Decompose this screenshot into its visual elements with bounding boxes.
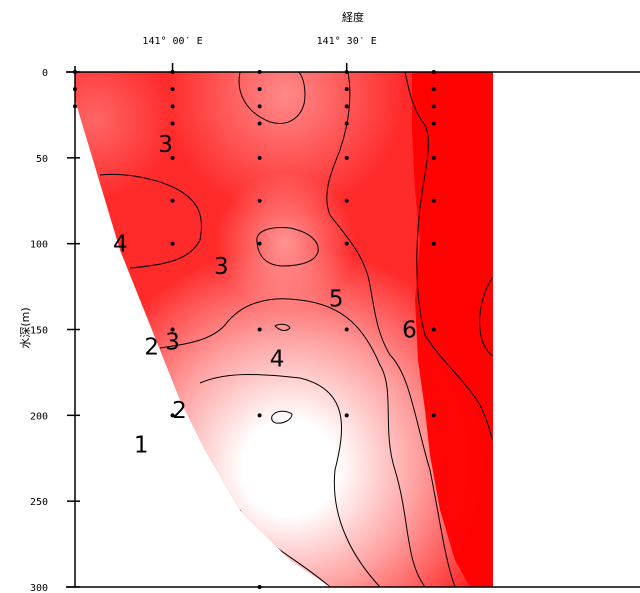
contour-line [326,72,456,587]
contour-line [199,374,381,587]
value-field [75,72,493,587]
y-tick-label: 150 [30,326,48,337]
contour-label: 3 [214,254,229,280]
contour-label: 3 [165,330,180,356]
station-point [257,198,262,203]
y-axis-ticks: 0 50 100 150 200 250 300 [30,68,80,593]
contour-line [479,276,493,357]
contour-line [159,298,426,587]
station-point [170,413,175,418]
station-point [257,413,262,418]
station-point [257,155,262,160]
station-point [344,155,349,160]
station-point [170,155,175,160]
station-point [257,121,262,126]
station-point [344,241,349,246]
station-point [257,241,262,246]
station-point [431,155,436,160]
contour-line [271,410,293,424]
x-tick-label: 141° 30′ E [317,36,377,47]
station-point [257,87,262,92]
axes [66,66,640,588]
contour-label: 4 [270,347,285,373]
contour-line [238,72,306,124]
station-point [431,327,436,332]
contour-line [274,323,291,331]
y-axis-title: 水深(m) [19,307,32,348]
station-point [170,104,175,109]
y-tick-label: 0 [42,68,48,79]
y-tick-label: 200 [30,411,48,422]
y-tick-label: 100 [30,240,48,251]
station-point [431,87,436,92]
x-tick-label: 141° 00′ E [142,36,202,47]
station-point [431,198,436,203]
station-point [431,104,436,109]
contour-label: 2 [172,398,187,424]
station-point [170,87,175,92]
y-tick-label: 300 [30,583,48,593]
y-tick-label: 50 [36,154,48,165]
station-point [344,198,349,203]
contour-label: 4 [113,232,128,258]
station-point [431,413,436,418]
contour-label: 1 [134,433,149,459]
contour-label: 2 [144,335,159,361]
station-point [344,121,349,126]
contour-line [256,227,319,267]
station-point [344,104,349,109]
station-point [257,104,262,109]
contour-label: 3 [158,132,173,158]
station-point [170,327,175,332]
contour-label: 6 [402,318,417,344]
station-point [344,327,349,332]
station-point [344,413,349,418]
contour-lines [99,72,493,587]
station-point [257,327,262,332]
y-tick-label: 250 [30,497,48,508]
station-point [431,121,436,126]
station-point [170,121,175,126]
contour-label: 5 [329,287,344,313]
contour-line [99,173,203,269]
station-point [344,87,349,92]
station-point [431,241,436,246]
station-point [170,198,175,203]
station-point [170,241,175,246]
contour-line [404,72,493,441]
x-axis-title: 経度 [342,10,364,24]
